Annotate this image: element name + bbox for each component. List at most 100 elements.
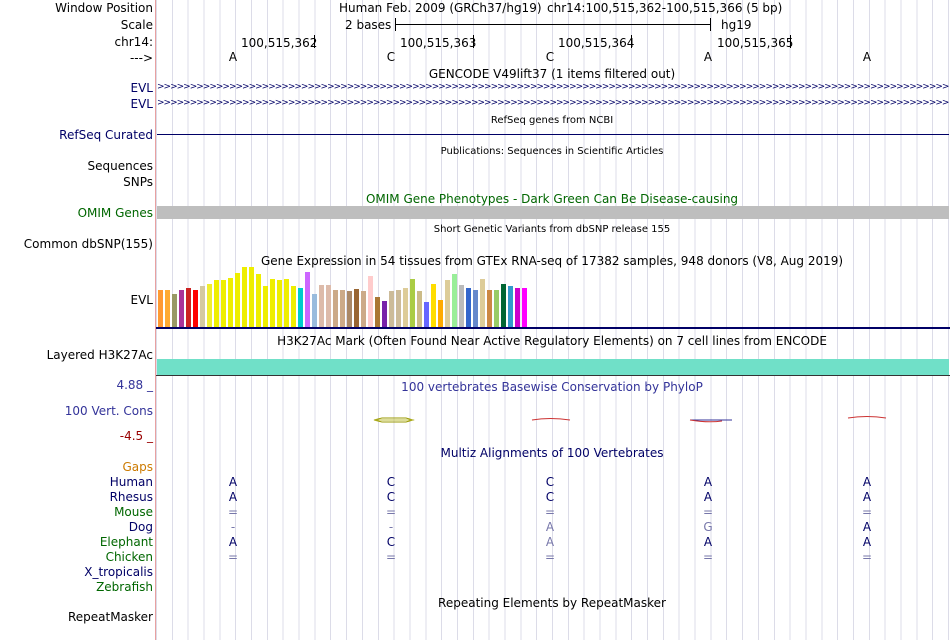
omim-phenotype-bar[interactable] xyxy=(157,206,949,219)
gtex-tissue-bar[interactable] xyxy=(214,280,219,327)
gtex-tissue-bar[interactable] xyxy=(249,267,254,327)
omim-label[interactable]: OMIM Genes xyxy=(77,206,153,220)
gtex-tissue-bar[interactable] xyxy=(277,280,282,327)
gtex-tissue-bar[interactable] xyxy=(347,291,352,327)
gtex-tissue-bar[interactable] xyxy=(312,294,317,327)
multiz-species-rhesus[interactable]: Rhesus xyxy=(109,490,153,504)
gtex-tissue-bar[interactable] xyxy=(172,294,177,327)
h3k27ac-signal-bar[interactable] xyxy=(157,359,949,375)
multiz-cell: A xyxy=(703,490,713,504)
gtex-tissue-bar[interactable] xyxy=(515,288,520,327)
multiz-cell: A xyxy=(862,520,872,534)
multiz-species-mouse[interactable]: Mouse xyxy=(114,505,153,519)
refseq-gene-line[interactable] xyxy=(157,134,949,135)
gtex-tissue-bar[interactable] xyxy=(431,284,436,327)
gtex-tissue-bar[interactable] xyxy=(508,286,513,327)
gtex-tissue-bar[interactable] xyxy=(340,290,345,327)
ref-base-3: C xyxy=(545,50,555,64)
gtex-tissue-bar[interactable] xyxy=(193,290,198,327)
gtex-tissue-bar[interactable] xyxy=(410,279,415,327)
gtex-tissue-bar[interactable] xyxy=(480,279,485,327)
repeatmasker-label[interactable]: RepeatMasker xyxy=(67,610,153,624)
gtex-tissue-bar[interactable] xyxy=(242,267,247,327)
gtex-tissue-bar[interactable] xyxy=(375,297,380,327)
gtex-tissue-bar[interactable] xyxy=(298,288,303,327)
gtex-tissue-bar[interactable] xyxy=(179,290,184,327)
multiz-cell: = xyxy=(544,505,556,519)
multiz-cell: = xyxy=(544,550,556,564)
publications-label[interactable]: Sequences xyxy=(87,159,153,173)
refseq-track-title[interactable]: RefSeq genes from NCBI xyxy=(490,115,614,126)
multiz-species-x_tropicalis[interactable]: X_tropicalis xyxy=(84,565,153,579)
h3k27ac-label[interactable]: Layered H3K27Ac xyxy=(46,348,153,362)
phylop-signal[interactable] xyxy=(156,410,950,430)
gtex-tissue-bar[interactable] xyxy=(424,302,429,327)
multiz-gaps-label[interactable]: Gaps xyxy=(122,460,153,474)
gencode-track-title[interactable]: GENCODE V49lift37 (1 items filtered out) xyxy=(428,67,676,81)
multiz-species-zebrafish[interactable]: Zebrafish xyxy=(96,580,153,594)
gtex-tissue-bar[interactable] xyxy=(326,285,331,327)
gtex-bar-chart[interactable] xyxy=(157,266,537,328)
gencode-transcript-1[interactable]: >>>>>>>>>>>>>>>>>>>>>>>>>>>>>>>>>>>>>>>>… xyxy=(157,82,949,92)
gtex-tissue-bar[interactable] xyxy=(459,285,464,327)
gtex-tissue-bar[interactable] xyxy=(389,291,394,327)
publications-track-title[interactable]: Publications: Sequences in Scientific Ar… xyxy=(440,146,664,157)
gtex-tissue-bar[interactable] xyxy=(186,288,191,327)
gtex-tissue-bar[interactable] xyxy=(445,280,450,327)
gtex-tissue-bar[interactable] xyxy=(221,280,226,327)
ref-base-1: A xyxy=(228,50,238,64)
gtex-tissue-bar[interactable] xyxy=(382,301,387,327)
phylop-track-title[interactable]: 100 vertebrates Basewise Conservation by… xyxy=(401,380,703,394)
gtex-tissue-bar[interactable] xyxy=(361,291,366,327)
omim-track-title[interactable]: OMIM Gene Phenotypes - Dark Green Can Be… xyxy=(365,192,739,206)
multiz-species-elephant[interactable]: Elephant xyxy=(99,535,153,549)
gtex-tissue-bar[interactable] xyxy=(256,274,261,327)
gtex-tissue-bar[interactable] xyxy=(403,288,408,327)
gtex-tissue-bar[interactable] xyxy=(417,291,422,327)
gtex-tissue-bar[interactable] xyxy=(200,286,205,327)
multiz-track-title[interactable]: Multiz Alignments of 100 Vertebrates xyxy=(440,446,664,460)
refseq-label[interactable]: RefSeq Curated xyxy=(59,128,153,142)
gtex-tissue-bar[interactable] xyxy=(270,279,275,327)
gtex-tissue-bar[interactable] xyxy=(396,290,401,327)
dbsnp-track-title[interactable]: Short Genetic Variants from dbSNP releas… xyxy=(433,224,671,235)
gtex-tissue-bar[interactable] xyxy=(333,290,338,327)
gencode-transcript-2[interactable]: >>>>>>>>>>>>>>>>>>>>>>>>>>>>>>>>>>>>>>>>… xyxy=(157,98,949,108)
gtex-tissue-bar[interactable] xyxy=(284,279,289,327)
h3k27ac-track-title[interactable]: H3K27Ac Mark (Often Found Near Active Re… xyxy=(277,334,827,348)
gtex-label[interactable]: EVL xyxy=(130,293,153,307)
gtex-tissue-bar[interactable] xyxy=(291,286,296,327)
gtex-tissue-bar[interactable] xyxy=(438,300,443,327)
gencode-row-label-2[interactable]: EVL xyxy=(130,97,153,111)
multiz-species-chicken[interactable]: Chicken xyxy=(105,550,153,564)
gtex-tissue-bar[interactable] xyxy=(501,284,506,327)
coord-4: 100,515,365 xyxy=(717,36,794,50)
phylop-label[interactable]: 100 Vert. Cons xyxy=(64,404,153,418)
phylop-mark-3-red xyxy=(689,419,723,423)
gtex-tissue-bar[interactable] xyxy=(354,289,359,327)
gencode-row-label-1[interactable]: EVL xyxy=(130,81,153,95)
gtex-tissue-bar[interactable] xyxy=(158,290,163,327)
gtex-tissue-bar[interactable] xyxy=(165,290,170,327)
gtex-tissue-bar[interactable] xyxy=(228,278,233,327)
gtex-tissue-bar[interactable] xyxy=(466,288,471,327)
multiz-species-dog[interactable]: Dog xyxy=(128,520,153,534)
dbsnp-label[interactable]: Common dbSNP(155) xyxy=(23,237,153,251)
gtex-tissue-bar[interactable] xyxy=(235,273,240,327)
repeatmasker-track-title[interactable]: Repeating Elements by RepeatMasker xyxy=(438,596,666,610)
gtex-tissue-bar[interactable] xyxy=(207,284,212,327)
strand-label: ---> xyxy=(129,51,153,65)
gtex-tissue-bar[interactable] xyxy=(452,274,457,327)
gtex-tissue-bar[interactable] xyxy=(319,285,324,327)
gtex-tissue-bar[interactable] xyxy=(487,290,492,327)
gtex-tissue-bar[interactable] xyxy=(305,272,310,327)
gtex-tissue-bar[interactable] xyxy=(368,276,373,327)
gtex-track-title[interactable]: Gene Expression in 54 tissues from GTEx … xyxy=(260,254,844,268)
multiz-species-human[interactable]: Human xyxy=(109,475,153,489)
gtex-tissue-bar[interactable] xyxy=(263,286,268,327)
multiz-cell: A xyxy=(862,490,872,504)
snps-label[interactable]: SNPs xyxy=(123,175,153,189)
gtex-tissue-bar[interactable] xyxy=(494,290,499,327)
gtex-tissue-bar[interactable] xyxy=(522,288,527,327)
gtex-tissue-bar[interactable] xyxy=(473,290,478,327)
